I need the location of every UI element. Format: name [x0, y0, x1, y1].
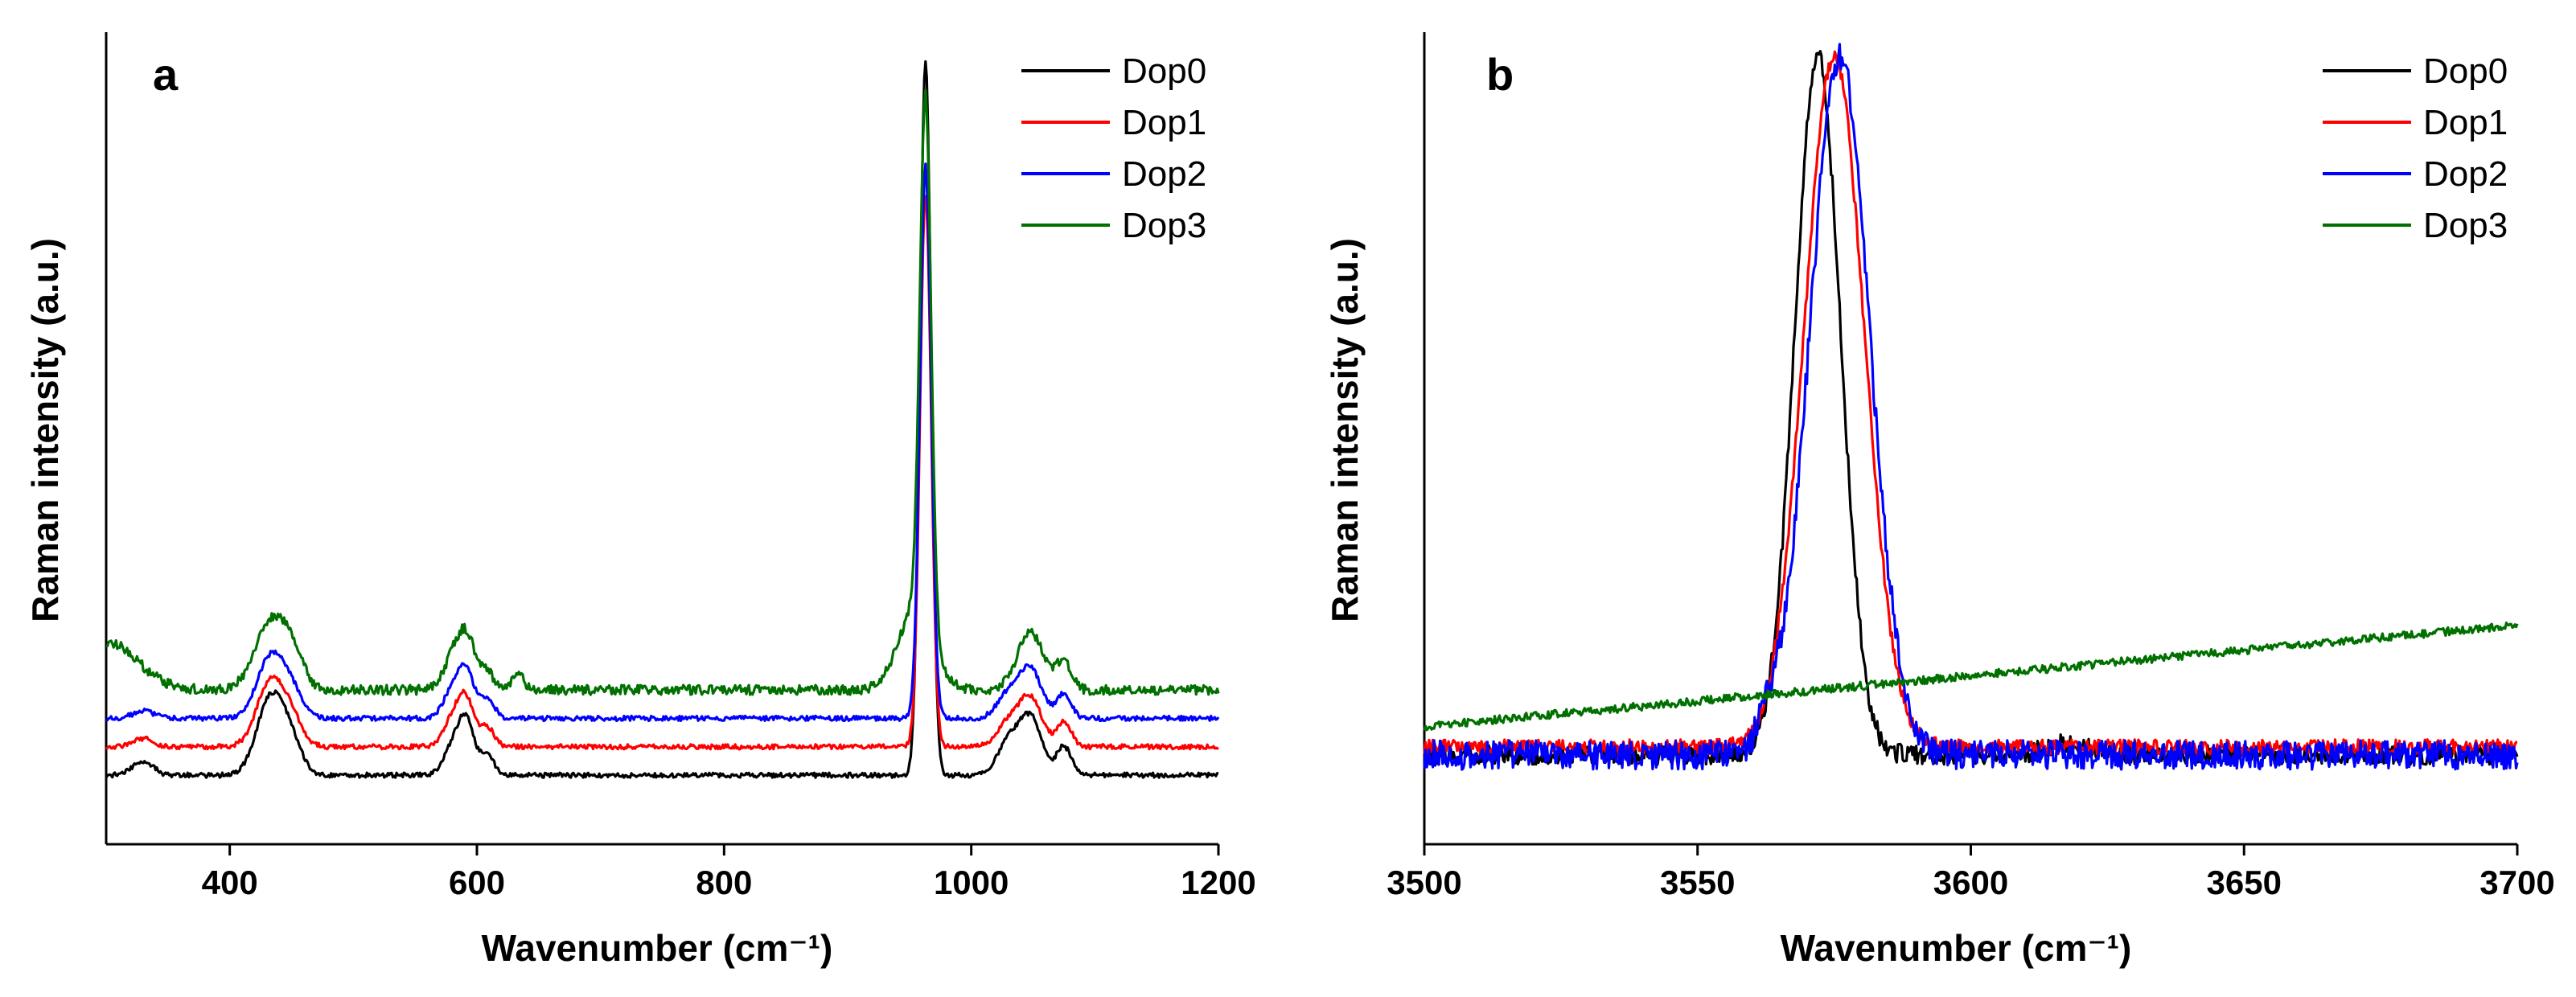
x-tick-label: 3550	[1660, 864, 1735, 901]
legend-label-dop1: Dop1	[1122, 103, 1206, 142]
legend-label-dop1: Dop1	[2423, 103, 2508, 142]
series-line-dop0	[105, 59, 1219, 779]
legend-label-dop3: Dop3	[2423, 206, 2508, 245]
x-tick-label: 1000	[934, 864, 1009, 901]
panel-a-label: a	[153, 49, 179, 100]
panel-b-legend: Dop0 Dop1 Dop2 Dop3	[2323, 51, 2508, 245]
series-line-dop1	[1423, 50, 2518, 756]
legend-label-dop0: Dop0	[2423, 51, 2508, 91]
panel-a-y-axis-title: Raman intensity (a.u.)	[24, 238, 66, 622]
series-line-dop3	[1423, 621, 2519, 732]
x-tick-label: 800	[696, 864, 752, 901]
x-tick-label: 400	[202, 864, 258, 901]
series-line-dop3	[105, 88, 1220, 696]
legend-label-dop2: Dop2	[1122, 154, 1206, 194]
x-tick-label: 3500	[1387, 864, 1461, 901]
x-tick-label: 600	[449, 864, 505, 901]
series-line-dop0	[1423, 49, 2519, 766]
x-tick-label: 3600	[1933, 864, 2008, 901]
panel-a-plot-area: 400 600 800 1000 1200	[105, 32, 1256, 901]
panel-b-y-axis-title: Raman intensity (a.u.)	[1324, 238, 1366, 622]
panel-a-legend: Dop0 Dop1 Dop2 Dop3	[1021, 51, 1206, 245]
series-line-dop2	[105, 162, 1220, 723]
series-line-dop1	[105, 195, 1219, 751]
x-tick-label: 3650	[2207, 864, 2282, 901]
x-tick-label: 3700	[2479, 864, 2554, 901]
legend-label-dop3: Dop3	[1122, 206, 1206, 245]
panel-b-plot-area: 3500 3550 3600 3650 3700	[1387, 32, 2555, 901]
legend-label-dop2: Dop2	[2423, 154, 2508, 194]
panel-a-x-axis-title: Wavenumber (cm⁻¹)	[482, 927, 833, 969]
panel-b-label: b	[1486, 49, 1514, 100]
panel-b: b 3500 3550 3600 3650 3700 Dop0Dop1Dop2Dop3 …	[1324, 32, 2555, 969]
panel-a: a 400 600 800 1000 1200 Dop0 Dop1 Dop2 Dop3 Wav…	[24, 32, 1256, 969]
legend-label-dop0: Dop0	[1122, 51, 1206, 91]
x-tick-label: 1200	[1181, 864, 1255, 901]
panel-b-x-axis-title: Wavenumber (cm⁻¹)	[1781, 927, 2132, 969]
series-line-dop2	[1423, 43, 2519, 771]
